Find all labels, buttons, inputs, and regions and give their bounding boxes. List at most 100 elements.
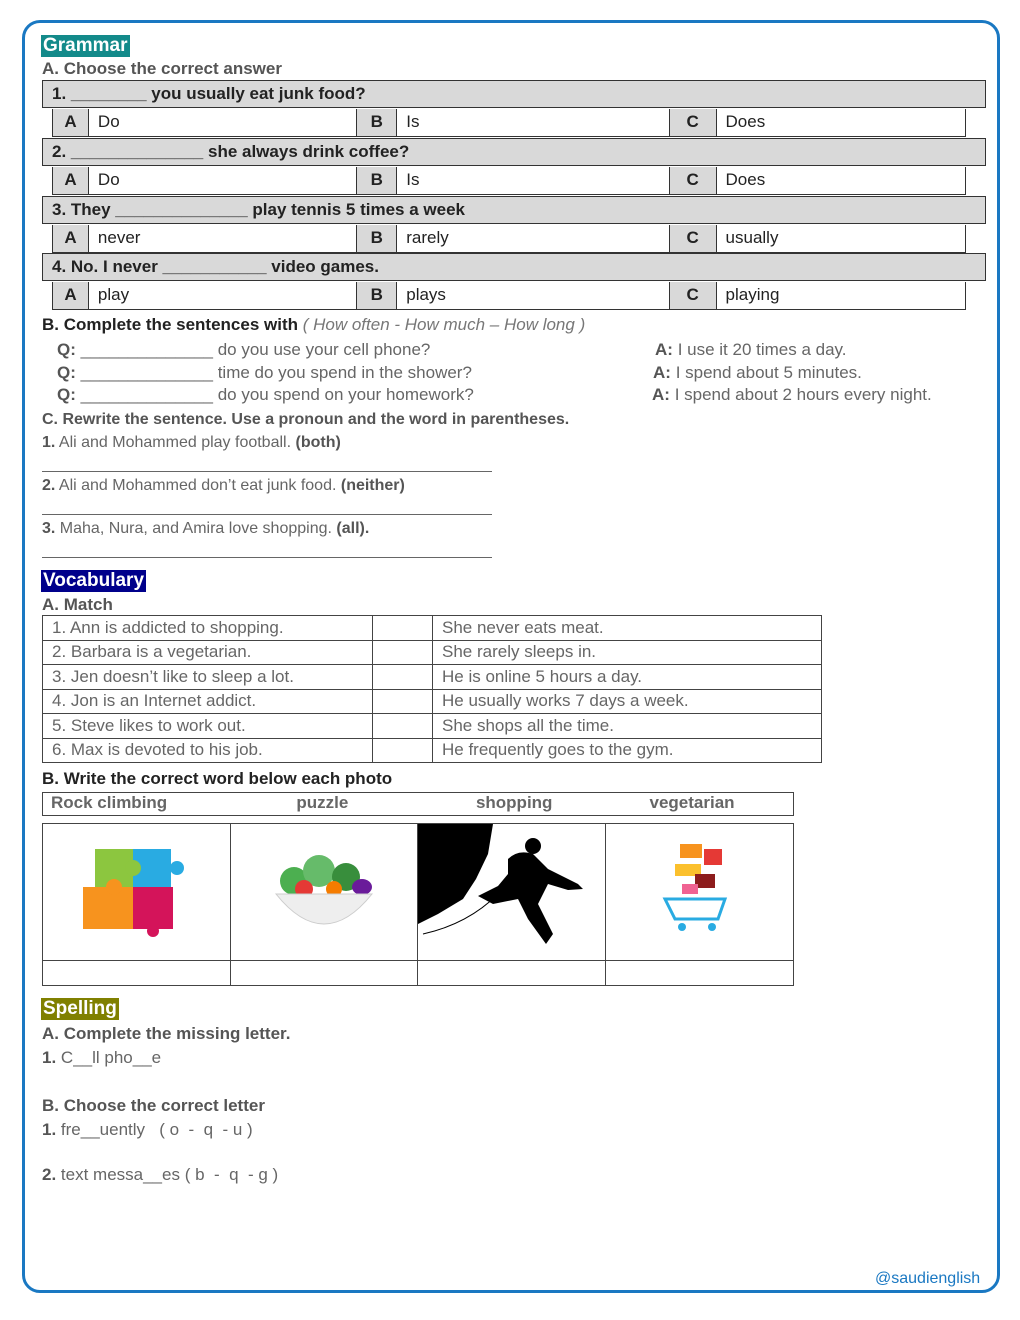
word-bank-item: vegetarian bbox=[649, 793, 735, 812]
option-c[interactable]: Does bbox=[725, 170, 766, 189]
option-a[interactable]: play bbox=[89, 282, 358, 309]
word-bank-item: Rock climbing bbox=[51, 793, 168, 812]
option-letter: C bbox=[669, 282, 717, 309]
q-text: ______________ time do you spend in the … bbox=[80, 362, 472, 382]
match-left: 5. Steve likes to work out. bbox=[42, 713, 373, 739]
q-text: ______________ do you spend on your home… bbox=[80, 385, 474, 404]
option-letter: B bbox=[357, 167, 398, 194]
grammar-tag: Grammar bbox=[41, 35, 130, 57]
match-answer-cell[interactable] bbox=[372, 639, 433, 665]
a-text: I spend about 5 minutes. bbox=[675, 362, 862, 382]
photo-rock-climber bbox=[417, 823, 607, 961]
photo-shopping bbox=[605, 823, 794, 961]
match-right: She rarely sleeps in. bbox=[432, 639, 822, 665]
spelling-tag: Spelling bbox=[41, 998, 119, 1020]
section-a-title: A. Choose the correct answer bbox=[42, 59, 282, 78]
option-a[interactable]: never bbox=[89, 225, 358, 252]
item-text: fre__uently bbox=[56, 1120, 160, 1139]
section-b-title: B. Complete the sentences with ( How oft… bbox=[42, 315, 585, 335]
puzzle-icon bbox=[83, 849, 185, 937]
option-c[interactable]: usually bbox=[725, 228, 779, 247]
item-number: 1. bbox=[42, 1120, 57, 1139]
option-c[interactable]: playing bbox=[725, 285, 780, 304]
question-line: Q: ______________ time do you spend in t… bbox=[57, 363, 472, 383]
answer-line: A: I spend about 2 hours every night. bbox=[652, 385, 932, 405]
item-text: text messa__es bbox=[56, 1165, 185, 1184]
answer-line-blank[interactable] bbox=[42, 557, 492, 558]
options-row: A Do B Is C Does bbox=[52, 167, 966, 195]
option-letter: B bbox=[357, 282, 398, 309]
answer-cell[interactable] bbox=[42, 960, 231, 986]
option-b[interactable]: Is bbox=[397, 167, 670, 194]
page-border bbox=[22, 20, 1000, 1293]
option-letter: A bbox=[53, 282, 89, 309]
q-label: Q: bbox=[57, 362, 76, 382]
match-right: She never eats meat. bbox=[432, 615, 822, 641]
option-letter: C bbox=[669, 109, 717, 136]
answer-line-blank[interactable] bbox=[42, 514, 492, 515]
answer-line: A: I spend about 5 minutes. bbox=[653, 363, 862, 383]
match-row: 3. Jen doesn’t like to sleep a lot. He i… bbox=[42, 664, 822, 690]
option-c[interactable]: Does bbox=[725, 112, 766, 131]
match-answer-cell[interactable] bbox=[372, 688, 433, 714]
match-answer-cell[interactable] bbox=[372, 737, 433, 763]
options-row: A Do B Is C Does bbox=[52, 109, 966, 137]
option-letter: A bbox=[53, 167, 89, 194]
word-bank-item: shopping bbox=[475, 793, 553, 812]
photo-salad bbox=[229, 823, 419, 961]
match-left: 6. Max is devoted to his job. bbox=[42, 737, 373, 763]
a-text: I use it 20 times a day. bbox=[677, 340, 847, 359]
q-text: ______________ do you use your cell phon… bbox=[80, 340, 431, 359]
a-label: A: bbox=[655, 340, 673, 359]
item-number: 2. bbox=[42, 1165, 57, 1184]
item-text: Maha, Nura, and Amira love shopping. bbox=[55, 520, 337, 537]
match-row: 1. Ann is addicted to shopping. She never… bbox=[42, 615, 822, 641]
match-answer-cell[interactable] bbox=[372, 615, 433, 641]
option-a[interactable]: Do bbox=[89, 109, 358, 136]
question-row: 3. They ______________ play tennis 5 tim… bbox=[42, 196, 986, 224]
item-number: 2. bbox=[42, 477, 56, 494]
option-letter: B bbox=[357, 109, 398, 136]
shopping-cart-icon bbox=[662, 844, 727, 931]
option-letter: A bbox=[53, 109, 89, 136]
option-b[interactable]: Is bbox=[397, 109, 670, 136]
item-number: 1. bbox=[42, 1048, 57, 1067]
answer-line-blank[interactable] bbox=[42, 471, 492, 472]
word-bank: Rock climbing puzzle shopping vegetarian bbox=[42, 792, 794, 816]
question-line: Q: ______________ do you use your cell p… bbox=[57, 340, 430, 360]
match-left: 4. Jon is an Internet addict. bbox=[42, 688, 373, 714]
spelling-a-item: 1. C__ll pho__e bbox=[42, 1048, 161, 1068]
match-answer-cell[interactable] bbox=[372, 664, 433, 690]
match-right: He frequently goes to the gym. bbox=[432, 737, 822, 763]
answer-cell[interactable] bbox=[605, 960, 794, 986]
spelling-b-title: B. Choose the correct letter bbox=[42, 1096, 265, 1115]
answer-line: A: I use it 20 times a day. bbox=[655, 340, 847, 360]
option-a[interactable]: Do bbox=[89, 167, 358, 194]
match-left: 3. Jen doesn’t like to sleep a lot. bbox=[42, 664, 373, 690]
match-row: 6. Max is devoted to his job. He frequent… bbox=[42, 737, 822, 763]
answer-cell[interactable] bbox=[417, 960, 607, 986]
match-answer-cell[interactable] bbox=[372, 713, 433, 739]
option-letter: A bbox=[53, 225, 89, 252]
option-letter: B bbox=[357, 225, 398, 252]
match-right: He is online 5 hours a day. bbox=[432, 664, 822, 690]
option-b[interactable]: plays bbox=[397, 282, 670, 309]
salad-bowl-icon bbox=[275, 855, 374, 925]
question-row: 4. No. I never ___________ video games. bbox=[42, 253, 986, 281]
item-text: Ali and Mohammed play football. bbox=[55, 434, 296, 451]
answer-cell[interactable] bbox=[229, 960, 419, 986]
q-label: Q: bbox=[57, 340, 76, 359]
match-right: He usually works 7 days a week. bbox=[432, 688, 822, 714]
match-row: 2. Barbara is a vegetarian. She rarely sl… bbox=[42, 639, 822, 665]
photos-title: B. Write the correct word below each pho… bbox=[42, 769, 393, 788]
question-line: Q: ______________ do you spend on your h… bbox=[57, 385, 474, 405]
match-right: She shops all the time. bbox=[432, 713, 822, 739]
item-choices: ( b - q - g ) bbox=[184, 1165, 279, 1184]
match-row: 4. Jon is an Internet addict. He usually … bbox=[42, 688, 822, 714]
section-b-label: B. Complete the sentences with bbox=[42, 315, 303, 334]
option-b[interactable]: rarely bbox=[397, 225, 670, 252]
section-c-title: C. Rewrite the sentence. Use a pronoun a… bbox=[42, 411, 570, 428]
rewrite-item: 1. Ali and Mohammed play football. (both… bbox=[42, 434, 341, 452]
option-letter: C bbox=[669, 225, 717, 252]
